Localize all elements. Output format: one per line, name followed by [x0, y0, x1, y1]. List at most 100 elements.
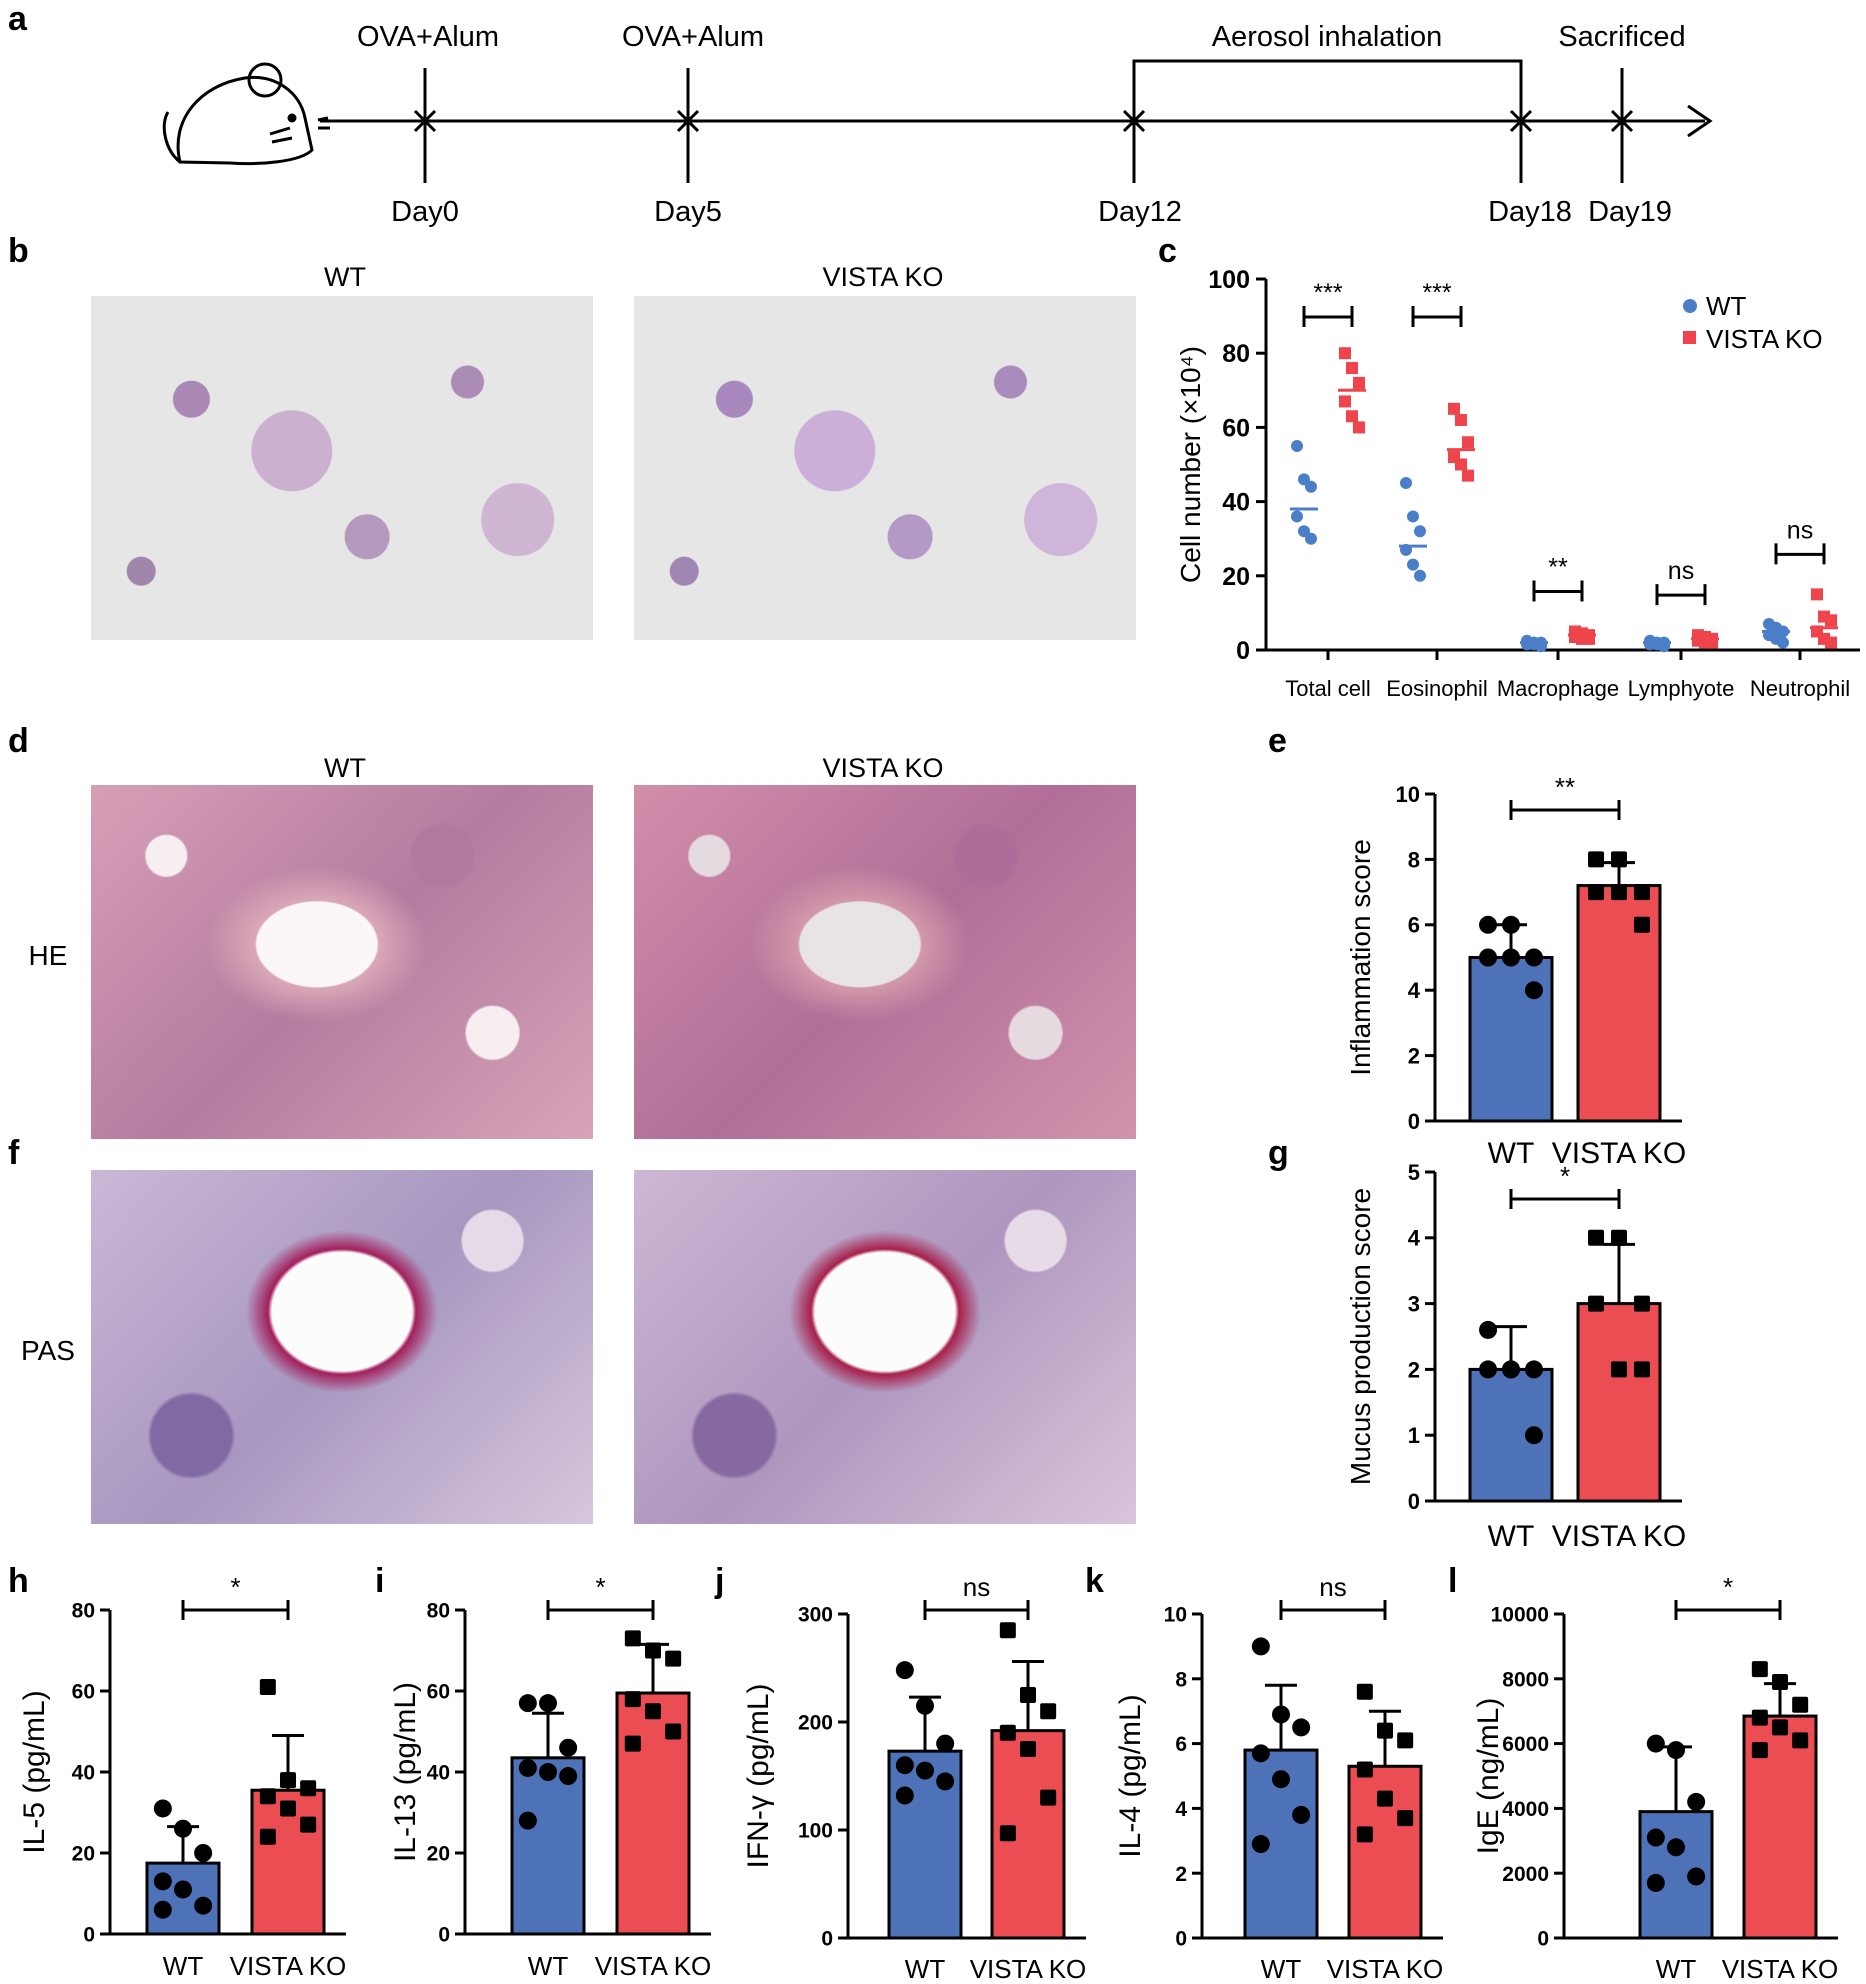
point-wt	[1687, 1792, 1706, 1811]
c-x-tick-label: Neutrophil	[1750, 676, 1850, 701]
c-y-tick-label: 100	[1208, 266, 1250, 294]
bar-wt	[887, 1749, 963, 1940]
c-sig-bracket	[1302, 306, 1354, 319]
point-wt	[895, 1756, 914, 1775]
x-tick-label: VISTA KO	[1552, 1520, 1687, 1553]
c-legend-label-ko: VISTA KO	[1706, 324, 1823, 354]
c-y-tick-label: 80	[1222, 340, 1250, 368]
y-tick-label: 10	[1164, 1604, 1187, 1627]
point-wt	[895, 1661, 914, 1680]
point-wt	[1251, 1835, 1270, 1854]
c-sig-label: ***	[1422, 279, 1451, 307]
timeline-label-aerosol: Aerosol inhalation	[1212, 21, 1443, 53]
timeline-label-ova2: OVA+Alum	[622, 21, 764, 53]
point-ko	[1356, 1761, 1373, 1778]
c-point-ko	[1455, 413, 1467, 426]
c-point-wt	[1400, 477, 1412, 490]
point-wt	[936, 1734, 955, 1753]
x-tick-label: VISTA KO	[1327, 1954, 1444, 1984]
micrograph-d-he-ko	[634, 785, 1136, 1139]
y-tick-label: 0	[1408, 1109, 1420, 1134]
timeline-day-19: Day19	[1588, 196, 1672, 228]
y-tick-label: 40	[427, 1762, 450, 1785]
point-wt	[895, 1786, 914, 1805]
y-tick-label: 5	[1408, 1160, 1420, 1185]
point-wt	[936, 1772, 955, 1791]
point-wt	[559, 1738, 578, 1757]
bar-wt	[1468, 956, 1554, 1123]
point-wt	[559, 1767, 578, 1786]
chart-e-inflammation: 0 2 4 6 8 10 Inflammation score WT VISTA KO **	[1345, 772, 1686, 1170]
x-tick-label: WT	[1656, 1954, 1697, 1984]
c-point-ko	[1339, 347, 1351, 360]
point-ko	[1588, 884, 1605, 901]
point-ko	[300, 1816, 317, 1833]
c-x-tick-label: Total cell	[1285, 676, 1371, 701]
chart-g-mucus: 0 1 2 3 4 5 Mucus production score WT VISTA KO *	[1345, 1160, 1686, 1553]
y-tick-label: 80	[72, 1600, 95, 1623]
y-tick-label: 300	[798, 1604, 833, 1627]
point-ko	[999, 1724, 1016, 1741]
point-wt	[1502, 1360, 1520, 1379]
y-tick-label: 0	[83, 1924, 95, 1947]
y-tick-label: 3	[1408, 1292, 1420, 1317]
y-tick-label: 6000	[1502, 1733, 1549, 1756]
micrograph-b-ko	[634, 296, 1136, 640]
micrograph-b-title-wt: WT	[324, 262, 366, 292]
y-tick-label: 200	[798, 1712, 833, 1735]
y-tick-label: 2	[1408, 1044, 1420, 1069]
micrograph-d-he-wt	[91, 785, 593, 1139]
sig-label: *	[1723, 1572, 1733, 1602]
y-axis-label: IL-4 (pg/mL)	[1114, 1694, 1147, 1857]
point-ko	[1751, 1742, 1768, 1759]
point-wt	[1646, 1734, 1665, 1753]
c-legend-label-wt: WT	[1706, 291, 1747, 321]
panel-label-g: g	[1268, 1134, 1289, 1172]
micrograph-f-pas-ko	[634, 1170, 1136, 1524]
bar-wt	[510, 1756, 586, 1936]
point-wt	[539, 1694, 557, 1713]
chart-h-il5: 0 20 40 60 80 IL-5 (pg/mL) WT VISTA KO *	[18, 1572, 346, 1981]
c-y-tick-label: 20	[1222, 563, 1250, 591]
sig-label: *	[595, 1572, 605, 1602]
x-tick-label: WT	[163, 1951, 204, 1981]
point-ko	[1792, 1696, 1809, 1713]
row-label-he: HE	[29, 940, 68, 971]
point-wt	[153, 1799, 172, 1818]
y-tick-label: 60	[427, 1681, 450, 1704]
y-axis-label: IFN-γ (pg/mL)	[742, 1683, 775, 1868]
c-point-wt	[1305, 480, 1317, 493]
point-ko	[1356, 1826, 1373, 1843]
timeline-cross-1	[676, 109, 700, 133]
point-ko	[1611, 1361, 1627, 1378]
point-ko	[1397, 1732, 1414, 1749]
x-tick-label: WT	[1261, 1954, 1302, 1984]
point-wt	[1479, 1320, 1498, 1339]
panel-label-a: a	[8, 0, 27, 38]
c-point-ko	[1825, 636, 1837, 649]
point-wt	[174, 1819, 192, 1838]
point-ko	[259, 1678, 276, 1695]
point-wt	[1524, 948, 1543, 967]
timeline-day-5: Day5	[654, 196, 722, 228]
c-sig-label: **	[1548, 553, 1568, 581]
y-tick-label: 4000	[1502, 1798, 1549, 1821]
point-ko	[1020, 1687, 1036, 1703]
point-wt	[1292, 1718, 1311, 1737]
timeline-panel: OVA+Alum OVA+Alum Aerosol inhalation Sac…	[162, 21, 1713, 228]
c-point-ko	[1825, 614, 1837, 627]
timeline-cross-4	[1610, 109, 1634, 133]
panel-label-j: j	[715, 1562, 725, 1600]
y-tick-label: 80	[427, 1600, 450, 1623]
c-y-tick-label: 40	[1222, 489, 1250, 517]
point-wt	[153, 1900, 172, 1919]
y-axis-label: IgE (ng/mL)	[1472, 1698, 1505, 1855]
point-ko	[1397, 1810, 1414, 1827]
point-ko	[1040, 1789, 1057, 1806]
point-ko	[1040, 1703, 1057, 1720]
c-y-tick-label: 60	[1222, 414, 1250, 442]
timeline-day-0: Day0	[391, 196, 459, 228]
y-axis-label: IL-5 (pg/mL)	[18, 1690, 51, 1853]
point-wt	[1502, 948, 1520, 967]
point-ko	[999, 1825, 1016, 1842]
